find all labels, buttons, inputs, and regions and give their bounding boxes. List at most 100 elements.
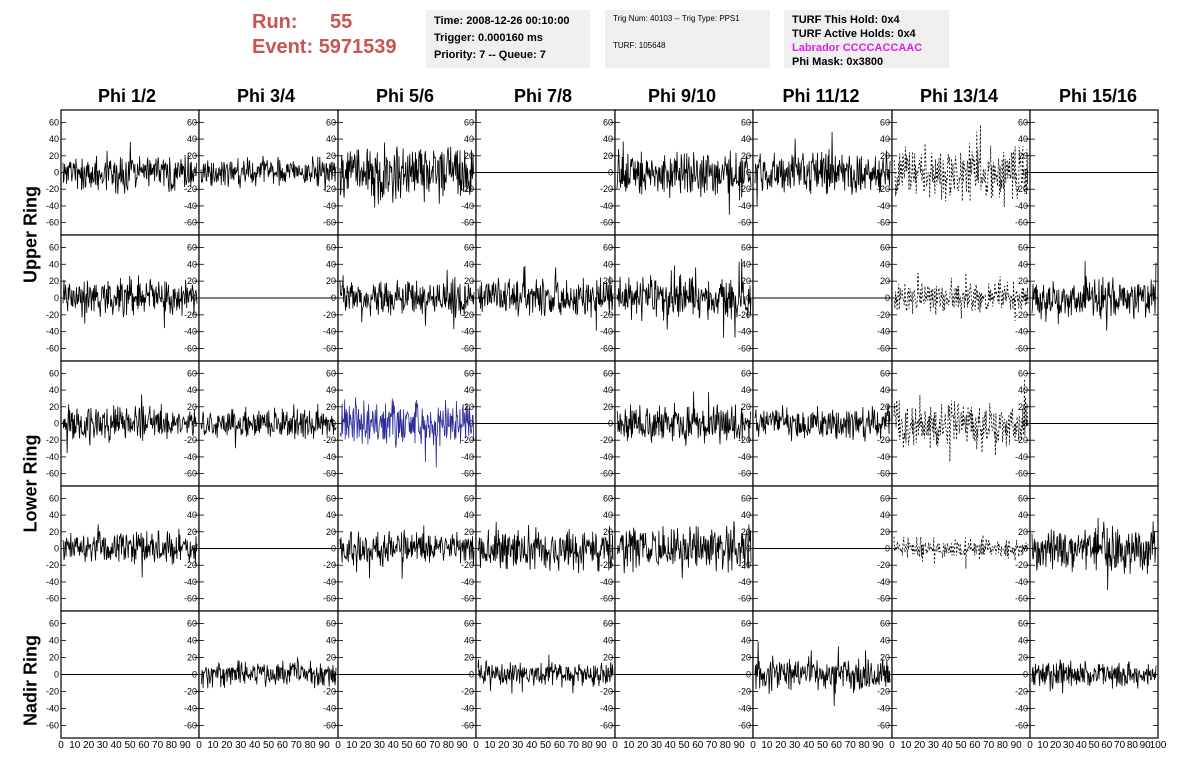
waveform-trace (893, 124, 1029, 207)
y-tick-label: -40 (738, 577, 751, 587)
x-tick-label: 20 (221, 740, 233, 751)
y-tick-label: 20 (880, 151, 890, 161)
x-tick-label: 10 (346, 740, 358, 751)
y-tick-label: 60 (464, 117, 474, 127)
y-tick-label: 0 (192, 293, 197, 303)
y-tick-label: -60 (600, 594, 613, 604)
x-tick-label: 0 (889, 740, 895, 751)
y-tick-label: 40 (603, 134, 613, 144)
y-tick-label: 0 (885, 419, 890, 429)
waveform-panel: -60 -40 -20 0 20 40 60 (877, 610, 1031, 739)
x-tick-label: 80 (859, 740, 871, 751)
x-tick-label: 0 (1027, 740, 1033, 751)
y-tick-label: -40 (461, 704, 474, 714)
x-tick-label: 60 (831, 740, 843, 751)
y-tick-label: -60 (461, 594, 474, 604)
waveform-trace (754, 131, 891, 206)
priority-text: Priority: 7 -- Queue: 7 (434, 49, 546, 61)
y-tick-label: 60 (741, 619, 751, 629)
y-tick-label: -20 (184, 310, 197, 320)
y-tick-label: -20 (461, 687, 474, 697)
y-tick-label: 60 (49, 368, 59, 378)
waveform-trace (477, 521, 614, 574)
y-tick-label: -40 (877, 704, 890, 714)
y-tick-label: 60 (187, 619, 197, 629)
y-tick-label: -40 (184, 327, 197, 337)
y-tick-label: 0 (469, 293, 474, 303)
x-tick-label: 20 (360, 740, 372, 751)
y-tick-label: -60 (738, 721, 751, 731)
y-tick-label: 20 (326, 402, 336, 412)
y-tick-label: -20 (461, 310, 474, 320)
y-tick-label: -60 (46, 344, 59, 354)
y-tick-label: 20 (49, 527, 59, 537)
y-tick-label: 40 (187, 134, 197, 144)
y-tick-label: -40 (1015, 201, 1028, 211)
y-tick-label: 0 (54, 168, 59, 178)
waveform-trace (893, 534, 1029, 569)
y-tick-label: 40 (464, 385, 474, 395)
y-tick-label: -60 (46, 218, 59, 228)
y-tick-label: -20 (323, 687, 336, 697)
x-tick-label: 90 (734, 740, 746, 751)
y-tick-label: 20 (49, 276, 59, 286)
y-tick-label: -20 (877, 560, 890, 570)
waveform-trace (200, 403, 337, 449)
waveform-panel: -60 -40 -20 0 20 40 60 (46, 109, 200, 236)
y-tick-label: -60 (461, 721, 474, 731)
x-tick-label: 10 (484, 740, 496, 751)
waveform-panel: -60 -40 -20 0 20 40 60 (46, 485, 200, 612)
y-tick-label: -20 (1015, 310, 1028, 320)
y-tick-label: -60 (184, 594, 197, 604)
x-tick-label: 60 (415, 740, 427, 751)
y-tick-label: 20 (464, 653, 474, 663)
y-tick-label: -40 (184, 704, 197, 714)
y-tick-label: -20 (46, 435, 59, 445)
y-tick-label: -20 (600, 687, 613, 697)
y-tick-label: 0 (608, 670, 613, 680)
y-tick-label: -40 (184, 201, 197, 211)
y-tick-label: 20 (464, 527, 474, 537)
y-tick-label: 60 (326, 117, 336, 127)
y-tick-label: 20 (603, 151, 613, 161)
x-tick-label: 90 (873, 740, 885, 751)
x-tick-label: 40 (1076, 740, 1088, 751)
waveform-panel: -60 -40 -20 0 20 40 60 (323, 234, 477, 362)
y-tick-label: 40 (1018, 636, 1028, 646)
event-label: Event: (252, 36, 314, 58)
y-tick-label: 40 (49, 510, 59, 520)
y-tick-label: -40 (46, 704, 59, 714)
y-tick-label: 40 (603, 385, 613, 395)
x-tick-label: 90 (596, 740, 608, 751)
y-tick-label: 20 (741, 402, 751, 412)
y-tick-label: -20 (1015, 435, 1028, 445)
trig-num-text: Trig Num: 40103 -- Trig Type: PPS1 (613, 14, 740, 23)
waveform-trace (62, 394, 198, 454)
waveform-panel: -60 -40 -20 0 20 40 60 (1015, 610, 1159, 739)
waveform-trace (616, 141, 752, 215)
y-tick-label: -40 (738, 201, 751, 211)
y-tick-label: -60 (1015, 594, 1028, 604)
x-tick-label: 50 (124, 740, 136, 751)
y-tick-label: -40 (600, 577, 613, 587)
y-tick-label: 20 (326, 653, 336, 663)
y-tick-label: -60 (738, 344, 751, 354)
waveform-panel: -60 -40 -20 0 20 40 60 (461, 109, 616, 236)
y-tick-label: -60 (600, 344, 613, 354)
y-tick-label: 20 (1018, 527, 1028, 537)
x-tick-label: 40 (111, 740, 123, 751)
y-tick-label: -60 (738, 594, 751, 604)
y-tick-label: -40 (46, 327, 59, 337)
y-tick-label: -60 (1015, 344, 1028, 354)
y-tick-label: -40 (600, 704, 613, 714)
waveform-panel: -60 -40 -20 0 20 40 60 (184, 234, 339, 362)
y-tick-label: 20 (603, 402, 613, 412)
y-tick-label: 20 (741, 276, 751, 286)
y-tick-label: -20 (738, 310, 751, 320)
x-tick-label: 90 (457, 740, 469, 751)
y-tick-label: -60 (600, 218, 613, 228)
x-tick-label: 10 (69, 740, 81, 751)
y-tick-label: -40 (461, 201, 474, 211)
y-tick-label: 60 (741, 117, 751, 127)
y-tick-label: -20 (877, 687, 890, 697)
